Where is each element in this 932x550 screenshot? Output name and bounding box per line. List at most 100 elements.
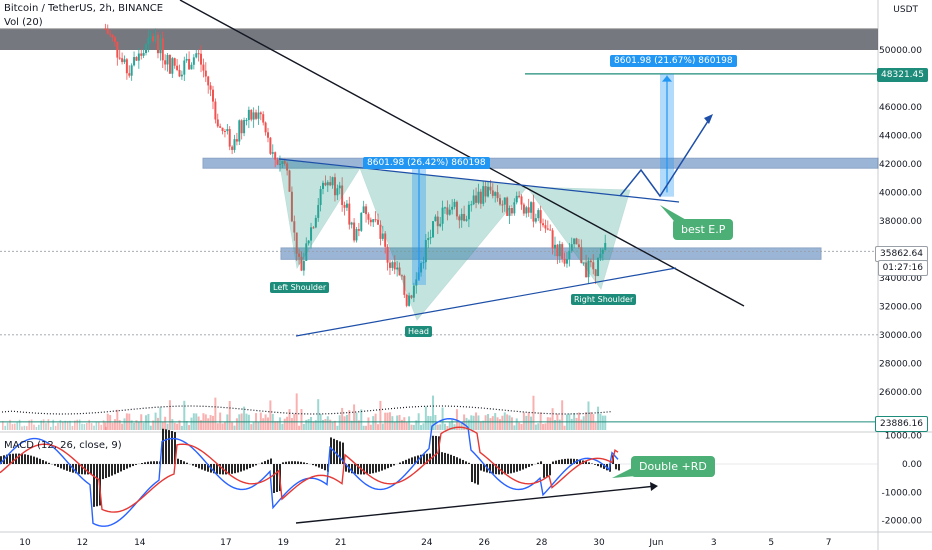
- volume-bar: [33, 424, 35, 430]
- candle-body: [133, 57, 136, 66]
- macd-histogram-bar: [519, 464, 521, 471]
- candle-body: [228, 129, 231, 147]
- time-tick-label: 30: [593, 538, 605, 548]
- macd-histogram-bar: [549, 464, 551, 476]
- volume-bar: [286, 416, 289, 430]
- macd-histogram-bar: [447, 453, 449, 464]
- candle-body: [498, 198, 501, 205]
- symbol-title[interactable]: Bitcoin / TetherUS, 2h, BINANCE: [4, 3, 164, 14]
- macd-tick-label: -1000.00: [882, 488, 923, 498]
- macd-histogram-bar: [54, 464, 56, 466]
- macd-histogram-bar: [180, 459, 182, 464]
- pattern-shape-2: [526, 186, 631, 290]
- volume-bar: [111, 422, 114, 430]
- candle-body: [207, 76, 210, 86]
- macd-histogram-bar: [9, 454, 11, 464]
- macd-histogram-bar: [480, 464, 482, 471]
- candle-body: [374, 219, 377, 221]
- candle-body: [510, 208, 513, 214]
- macd-histogram-bar: [423, 454, 425, 464]
- volume-bar: [66, 421, 69, 430]
- candle-body: [247, 109, 250, 120]
- volume-bar: [83, 424, 86, 430]
- volume-bar: [510, 417, 513, 430]
- volume-bar: [539, 412, 542, 430]
- candle-body: [415, 279, 418, 286]
- candle-body: [300, 256, 303, 271]
- macd-histogram-bar: [231, 464, 233, 474]
- candle-body: [109, 33, 112, 35]
- volume-bar: [484, 415, 487, 430]
- macd-histogram-bar: [393, 464, 395, 466]
- volume-bar: [577, 412, 580, 430]
- volume-bar: [266, 417, 269, 430]
- volume-bar: [472, 415, 475, 430]
- volume-bar: [135, 420, 138, 430]
- measure-callout-mid[interactable]: 8601.98 (26.42%) 860198: [363, 157, 490, 169]
- volume-bar: [100, 424, 102, 430]
- macd-histogram-bar: [318, 464, 320, 468]
- candle-body: [455, 201, 458, 217]
- price-tick-label: 30000.00: [879, 331, 922, 341]
- volume-bar: [54, 425, 57, 430]
- volume-bar: [154, 412, 157, 430]
- projection-arrowhead: [704, 114, 713, 124]
- candle-body: [333, 177, 336, 196]
- volume-bar: [18, 419, 21, 430]
- macd-histogram-bar: [204, 464, 206, 471]
- volume-bar: [322, 419, 325, 430]
- macd-histogram-bar: [522, 464, 524, 470]
- volume-bar: [207, 418, 210, 430]
- macd-histogram-bar: [123, 464, 125, 471]
- candle-body: [446, 207, 449, 215]
- candle-body: [470, 204, 473, 206]
- candle-body: [561, 244, 564, 259]
- time-tick-label: 10: [19, 538, 31, 548]
- candle-body: [111, 34, 114, 38]
- macd-histogram-bar: [426, 453, 428, 464]
- volume-bar: [93, 425, 95, 430]
- volume-bar: [420, 425, 423, 430]
- measure-callout-top[interactable]: 8601.98 (21.67%) 860198: [610, 55, 737, 67]
- volume-bar: [412, 424, 415, 430]
- volume-bar: [360, 409, 363, 430]
- volume-bar: [384, 412, 387, 430]
- macd-label: MACD (12, 26, close, 9): [4, 440, 122, 451]
- volume-bar: [86, 422, 88, 430]
- price-pane: [0, 0, 878, 432]
- macd-histogram-bar: [537, 462, 539, 464]
- candle-body: [343, 204, 346, 208]
- macd-line: [0, 418, 619, 527]
- candle-body: [235, 139, 238, 142]
- candle-body: [393, 262, 396, 270]
- candle-body: [527, 207, 530, 213]
- candle-body: [503, 197, 506, 205]
- candle-body: [286, 163, 289, 171]
- volume-bar: [585, 412, 588, 430]
- macd-histogram-bar: [57, 464, 59, 468]
- macd-histogram-bar: [6, 454, 8, 464]
- candle-body: [377, 219, 380, 225]
- macd-histogram-bar: [96, 464, 98, 507]
- candle-body: [568, 250, 571, 260]
- candle-body: [379, 224, 382, 239]
- volume-bar: [21, 426, 23, 430]
- volume-bar: [408, 416, 411, 430]
- candle-body: [197, 53, 200, 55]
- candle-body: [192, 57, 195, 65]
- candle-body: [353, 222, 356, 241]
- candle-body: [204, 70, 207, 77]
- macd-histogram-bar: [303, 462, 305, 464]
- volume-bar: [133, 422, 136, 430]
- candle-body: [463, 214, 466, 221]
- macd-histogram-bar: [315, 464, 317, 467]
- candle-body: [259, 112, 262, 115]
- candle-body: [319, 188, 322, 206]
- candle-body: [121, 58, 124, 63]
- volume-bar: [121, 423, 124, 430]
- volume-bar: [295, 393, 298, 430]
- macd-histogram-bar: [501, 464, 503, 475]
- macd-histogram-bar: [147, 461, 149, 464]
- macd-histogram-bar: [321, 464, 323, 469]
